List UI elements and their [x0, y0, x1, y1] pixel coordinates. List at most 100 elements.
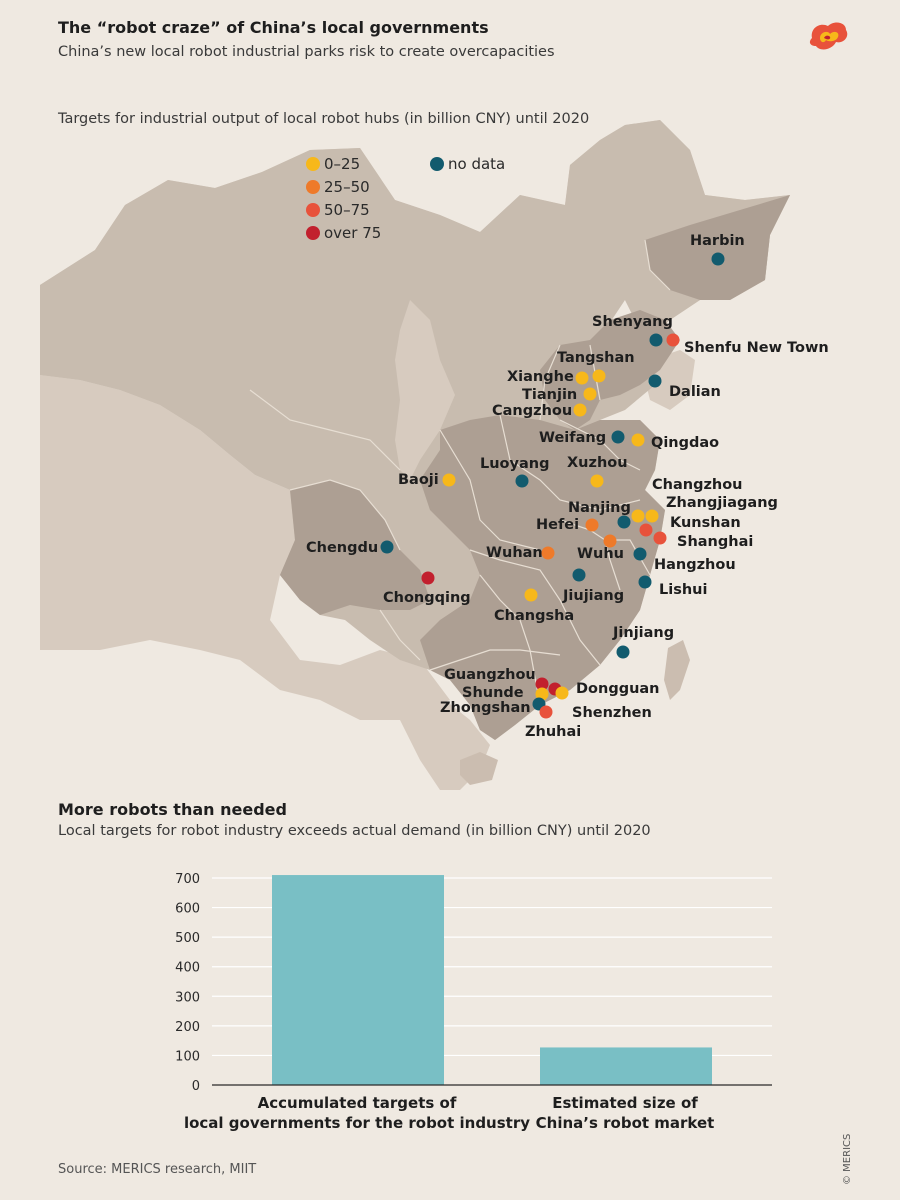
- city-label-nanjing: Nanjing: [568, 500, 631, 516]
- city-label-xuzhou: Xuzhou: [567, 455, 628, 471]
- chart-title: More robots than needed: [58, 800, 287, 819]
- legend-dot-50-75: [306, 203, 320, 217]
- legend-dot-25-50: [306, 180, 320, 194]
- y-tick-label: 600: [175, 902, 200, 917]
- city-marker-luoyang: [515, 474, 529, 488]
- bar-1: [272, 875, 444, 1085]
- legend-label-50-75: 50–75: [324, 201, 370, 219]
- y-tick-label: 500: [175, 931, 200, 946]
- city-marker-qingdao: [631, 433, 645, 447]
- city-marker-shenyang: [649, 333, 663, 347]
- map-legend: 0–25 25–50 50–75 over 75 no data: [306, 155, 505, 242]
- city-label-lishui: Lishui: [659, 582, 707, 598]
- city-marker-shenfu-new-town: [666, 333, 680, 347]
- city-label-wuhu: Wuhu: [577, 546, 624, 562]
- city-label-luoyang: Luoyang: [480, 456, 549, 472]
- legend-dot-0-25: [306, 157, 320, 171]
- city-marker-weifang: [611, 430, 625, 444]
- city-label-tianjin: Tianjin: [522, 387, 577, 403]
- city-label-jinjiang: Jinjiang: [612, 625, 674, 641]
- city-marker-zhuhai: [539, 705, 553, 719]
- city-label-dalian: Dalian: [669, 384, 721, 400]
- y-tick-label: 100: [175, 1049, 200, 1064]
- city-label-shanghai: Shanghai: [677, 534, 753, 550]
- city-label-qingdao: Qingdao: [651, 435, 719, 451]
- city-marker-kunshan: [639, 523, 653, 537]
- city-label-chengdu: Chengdu: [306, 540, 378, 556]
- city-marker-jiujiang: [572, 568, 586, 582]
- y-tick-label: 0: [192, 1079, 200, 1094]
- merics-logo: [809, 22, 848, 50]
- city-label-zhuhai: Zhuhai: [525, 724, 581, 740]
- city-label-shenzhen: Shenzhen: [572, 705, 652, 721]
- source-note: Source: MERICS research, MIIT: [58, 1162, 257, 1177]
- city-label-kunshan: Kunshan: [670, 515, 741, 531]
- legend-label-0-25: 0–25: [324, 155, 360, 173]
- city-marker-changzhou: [631, 509, 645, 523]
- legend-label-no-data: no data: [448, 155, 505, 173]
- city-label-dongguan: Dongguan: [576, 681, 660, 697]
- city-label-wuhan: Wuhan: [486, 545, 543, 561]
- city-label-zhongshan: Zhongshan: [440, 700, 531, 716]
- city-label-chongqing: Chongqing: [383, 590, 471, 606]
- city-marker-wuhan: [541, 546, 555, 560]
- city-label-cangzhou: Cangzhou: [492, 403, 572, 419]
- city-marker-guangzhou: [535, 677, 549, 691]
- bar-2: [540, 1047, 712, 1085]
- category-label-1: local governments for the robot industry: [184, 1114, 530, 1132]
- city-marker-shenzhen: [555, 686, 569, 700]
- category-label-2: China’s robot market: [536, 1114, 715, 1132]
- city-label-changsha: Changsha: [494, 608, 574, 624]
- city-marker-chongqing: [421, 571, 435, 585]
- city-markers: Harbin Shenyang Shenfu New Town Dalian Tangs…: [306, 233, 829, 740]
- city-label-tangshan: Tangshan: [557, 350, 635, 366]
- copyright-note: © MERICS: [842, 1133, 853, 1185]
- city-marker-shunde: [535, 687, 549, 701]
- page-title: The “robot craze” of China’s local gover…: [58, 18, 489, 37]
- city-marker-baoji: [442, 473, 456, 487]
- category-label-1: Accumulated targets of: [258, 1094, 457, 1112]
- y-tick-label: 700: [175, 872, 200, 887]
- category-label-2: Estimated size of: [552, 1094, 698, 1112]
- city-label-xianghe: Xianghe: [507, 369, 574, 385]
- y-tick-label: 400: [175, 961, 200, 976]
- page-subtitle: China’s new local robot industrial parks…: [58, 44, 555, 60]
- city-marker-jinjiang: [616, 645, 630, 659]
- city-marker-xianghe: [575, 371, 589, 385]
- chart-subtitle: Local targets for robot industry exceeds…: [58, 823, 651, 839]
- city-label-baoji: Baoji: [398, 472, 439, 488]
- city-marker-dalian: [648, 374, 662, 388]
- city-label-jiujiang: Jiujiang: [562, 588, 624, 604]
- city-label-harbin: Harbin: [690, 233, 745, 249]
- legend-label-25-50: 25–50: [324, 178, 370, 196]
- city-label-changzhou: Changzhou: [652, 477, 743, 493]
- city-marker-harbin: [711, 252, 725, 266]
- city-label-shunde: Shunde: [462, 685, 524, 701]
- city-label-shenyang: Shenyang: [592, 314, 673, 330]
- city-marker-hefei: [585, 518, 599, 532]
- legend-dot-over-75: [306, 226, 320, 240]
- city-label-shenfu-new-town: Shenfu New Town: [684, 340, 829, 356]
- city-marker-nanjing: [617, 515, 631, 529]
- city-label-guangzhou: Guangzhou: [444, 667, 536, 683]
- map-caption: Targets for industrial output of local r…: [58, 111, 590, 127]
- legend-label-over-75: over 75: [324, 224, 381, 242]
- city-marker-wuhu: [603, 534, 617, 548]
- city-marker-tangshan: [592, 369, 606, 383]
- city-marker-tianjin: [583, 387, 597, 401]
- city-marker-changsha: [524, 588, 538, 602]
- y-tick-label: 300: [175, 990, 200, 1005]
- legend-dot-no-data: [430, 157, 444, 171]
- city-marker-zhangjiagang: [645, 509, 659, 523]
- city-marker-xuzhou: [590, 474, 604, 488]
- city-marker-cangzhou: [573, 403, 587, 417]
- y-tick-label: 200: [175, 1020, 200, 1035]
- city-label-weifang: Weifang: [539, 430, 606, 446]
- city-marker-lishui: [638, 575, 652, 589]
- map-china: [40, 120, 790, 740]
- china-map: 0–25 25–50 50–75 over 75 no data Harbin Sheny…: [40, 120, 829, 790]
- city-marker-shanghai: [653, 531, 667, 545]
- city-label-hangzhou: Hangzhou: [654, 557, 736, 573]
- city-label-hefei: Hefei: [536, 517, 579, 533]
- city-marker-hangzhou: [633, 547, 647, 561]
